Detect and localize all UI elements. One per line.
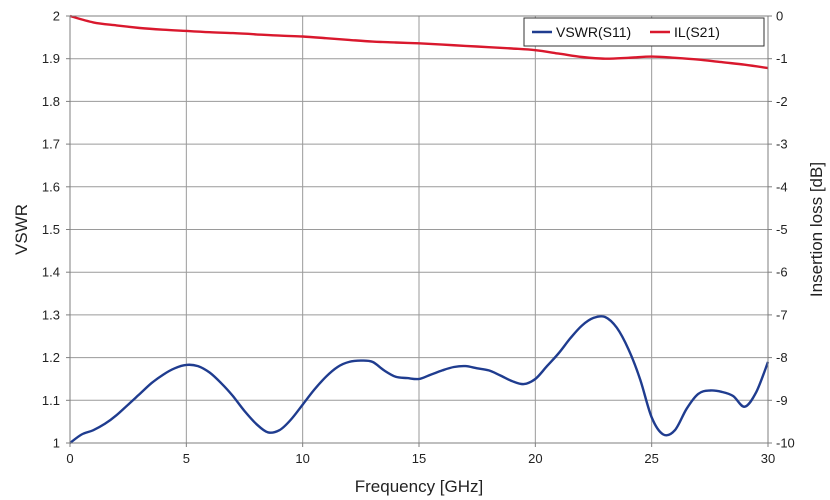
- y-tick-label: 1.6: [42, 179, 60, 194]
- legend-box: [523, 17, 765, 47]
- y2-tick-label: -5: [776, 222, 788, 237]
- x-tick-label: 20: [528, 451, 542, 466]
- x-tick-label: 0: [66, 451, 73, 466]
- x-axis-title: Frequency [GHz]: [355, 477, 484, 496]
- x-tick-label: 10: [295, 451, 309, 466]
- series-line-vswr: [69, 315, 770, 444]
- legend: VSWR(S11) IL(S21): [523, 17, 765, 47]
- y2-tick-label: 0: [776, 9, 783, 24]
- y-tick-label: 1.1: [42, 393, 60, 408]
- y-axis-title: VSWR: [12, 204, 31, 255]
- y2-tick-label: -8: [776, 350, 788, 365]
- x-tick-label: 5: [183, 451, 190, 466]
- y-tick-label: 1.3: [42, 307, 60, 322]
- x-tick-label: 30: [761, 451, 775, 466]
- y2-tick-label: -4: [776, 179, 788, 194]
- y2-tick-label: -6: [776, 265, 788, 280]
- y2-tick-label: -9: [776, 393, 788, 408]
- y2-tick-label: -10: [776, 436, 795, 451]
- y-tick-label: 1.7: [42, 137, 60, 152]
- legend-label-vswr: VSWR(S11): [556, 24, 631, 40]
- y2-tick-label: -3: [776, 137, 788, 152]
- y2-tick-label: -1: [776, 51, 788, 66]
- legend-label-il: IL(S21): [674, 24, 720, 40]
- y-tick-label: 1: [53, 436, 60, 451]
- y-tick-label: 1.8: [42, 94, 60, 109]
- y2-tick-label: -2: [776, 94, 788, 109]
- y-tick-label: 2: [53, 9, 60, 24]
- y-tick-label: 1.2: [42, 350, 60, 365]
- y-tick-label: 1.5: [42, 222, 60, 237]
- tick-labels: 0 5 10 15 20 25 3011.11.21.31.41.51.61.71.81.9…: [42, 9, 795, 467]
- x-tick-label: 25: [644, 451, 658, 466]
- y-tick-label: 1.4: [42, 265, 60, 280]
- y-tick-label: 1.9: [42, 51, 60, 66]
- x-tick-label: 15: [412, 451, 426, 466]
- y2-tick-label: -7: [776, 307, 788, 322]
- y2-axis-title: Insertion loss [dB]: [807, 162, 826, 297]
- series-layer: [69, 14, 770, 444]
- series-line-il: [69, 14, 769, 70]
